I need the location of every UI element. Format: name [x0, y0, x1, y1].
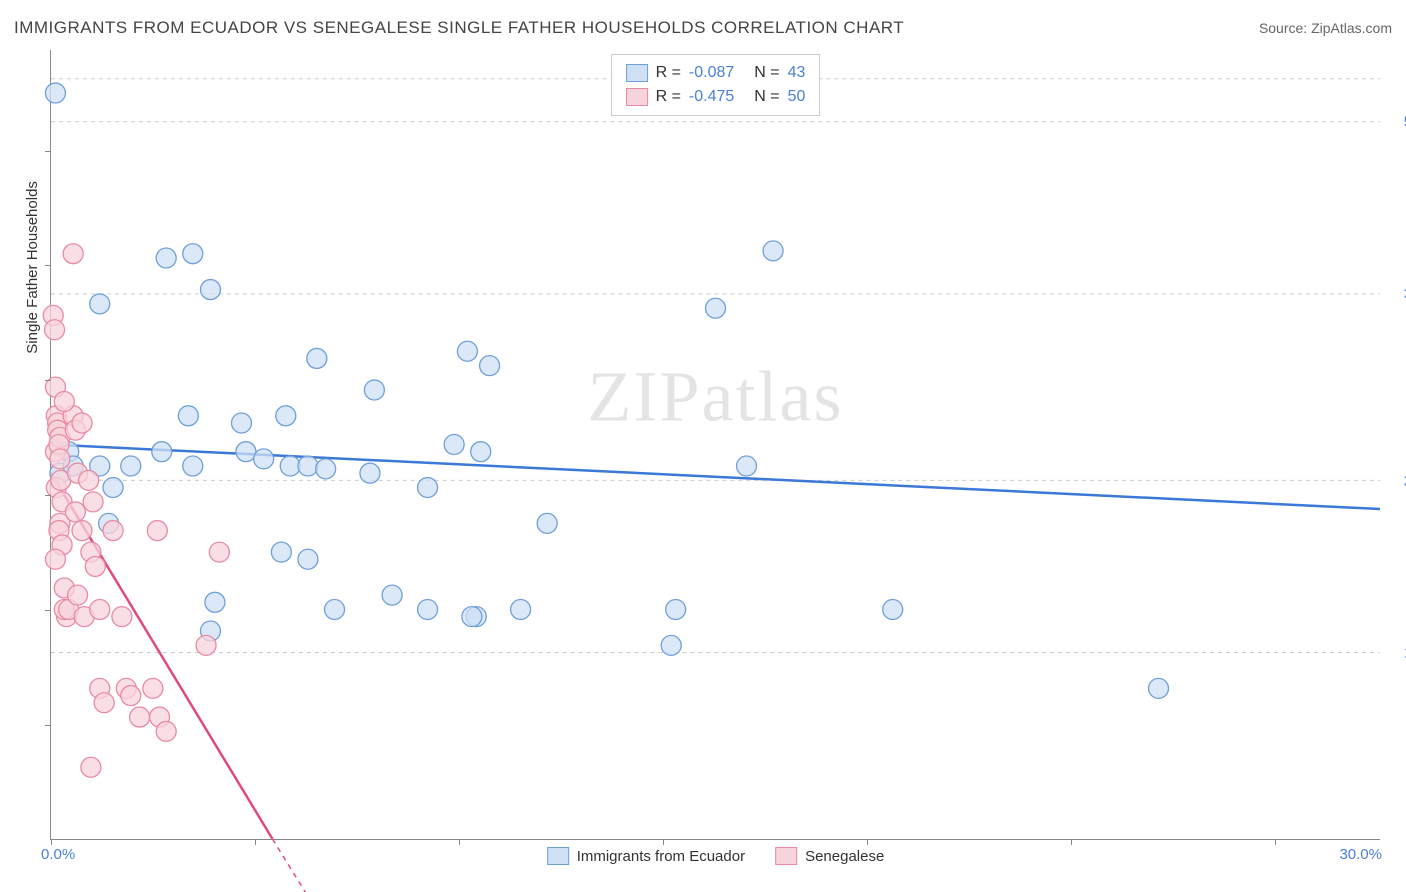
- chart-svg: [51, 50, 1380, 839]
- data-point: [103, 478, 123, 498]
- x-axis-min: 0.0%: [41, 846, 75, 863]
- data-point: [706, 298, 726, 318]
- data-point: [103, 521, 123, 541]
- data-point: [254, 449, 274, 469]
- data-point: [271, 542, 291, 562]
- r-value-ecuador: -0.087: [689, 61, 734, 85]
- data-point: [236, 442, 256, 462]
- chart-title: IMMIGRANTS FROM ECUADOR VS SENEGALESE SI…: [14, 18, 904, 38]
- data-point: [209, 542, 229, 562]
- data-point: [537, 513, 557, 533]
- data-point: [79, 470, 99, 490]
- data-point: [325, 599, 345, 619]
- n-value-senegalese: 50: [788, 85, 806, 109]
- data-point: [178, 406, 198, 426]
- data-point: [121, 686, 141, 706]
- data-point: [81, 757, 101, 777]
- data-point: [471, 442, 491, 462]
- data-point: [45, 83, 65, 103]
- data-point: [418, 478, 438, 498]
- source-label: Source: ZipAtlas.com: [1259, 20, 1392, 36]
- data-point: [883, 599, 903, 619]
- y-tick-label: 1.3%: [1388, 645, 1406, 662]
- data-point: [183, 244, 203, 264]
- n-value-ecuador: 43: [788, 61, 806, 85]
- data-point: [444, 435, 464, 455]
- data-point: [763, 241, 783, 261]
- data-point: [83, 492, 103, 512]
- y-tick-label: 2.5%: [1388, 472, 1406, 489]
- data-point: [54, 391, 74, 411]
- data-point: [50, 449, 70, 469]
- data-point: [360, 463, 380, 483]
- data-point: [152, 442, 172, 462]
- data-point: [457, 341, 477, 361]
- data-point: [480, 356, 500, 376]
- data-point: [85, 556, 105, 576]
- data-point: [200, 280, 220, 300]
- legend-item-senegalese: Senegalese: [775, 847, 884, 865]
- data-point: [112, 607, 132, 627]
- data-point: [121, 456, 141, 476]
- data-point: [156, 721, 176, 741]
- data-point: [196, 635, 216, 655]
- data-point: [276, 406, 296, 426]
- data-point: [231, 413, 251, 433]
- swatch-ecuador-icon: [547, 847, 569, 865]
- data-point: [147, 521, 167, 541]
- plot-area: ZIPatlas R = -0.087 N = 43 R = -0.475 N …: [50, 50, 1380, 840]
- data-point: [307, 348, 327, 368]
- x-axis-max: 30.0%: [1339, 846, 1382, 863]
- legend-item-ecuador: Immigrants from Ecuador: [547, 847, 745, 865]
- data-point: [130, 707, 150, 727]
- data-point: [737, 456, 757, 476]
- y-tick-label: 3.8%: [1388, 286, 1406, 303]
- legend-row-senegalese: R = -0.475 N = 50: [626, 85, 806, 109]
- data-point: [280, 456, 300, 476]
- data-point: [666, 599, 686, 619]
- data-point: [90, 294, 110, 314]
- series-legend: Immigrants from Ecuador Senegalese: [547, 847, 885, 865]
- data-point: [298, 549, 318, 569]
- data-point: [63, 244, 83, 264]
- data-point: [183, 456, 203, 476]
- data-point: [45, 320, 65, 340]
- y-tick-label: 5.0%: [1388, 113, 1406, 130]
- r-value-senegalese: -0.475: [689, 85, 734, 109]
- data-point: [72, 413, 92, 433]
- legend-label-ecuador: Immigrants from Ecuador: [577, 848, 745, 865]
- data-point: [1149, 678, 1169, 698]
- swatch-ecuador: [626, 64, 648, 82]
- data-point: [143, 678, 163, 698]
- data-point: [316, 459, 336, 479]
- data-point: [418, 599, 438, 619]
- data-point: [364, 380, 384, 400]
- data-point: [511, 599, 531, 619]
- data-point: [462, 607, 482, 627]
- data-point: [68, 585, 88, 605]
- correlation-legend: R = -0.087 N = 43 R = -0.475 N = 50: [611, 54, 821, 116]
- data-point: [661, 635, 681, 655]
- data-point: [45, 549, 65, 569]
- y-axis-label: Single Father Households: [24, 181, 41, 354]
- data-point: [72, 521, 92, 541]
- data-point: [298, 456, 318, 476]
- swatch-senegalese: [626, 88, 648, 106]
- data-point: [205, 592, 225, 612]
- data-point: [65, 502, 85, 522]
- swatch-senegalese-icon: [775, 847, 797, 865]
- data-point: [156, 248, 176, 268]
- data-point: [94, 693, 114, 713]
- legend-row-ecuador: R = -0.087 N = 43: [626, 61, 806, 85]
- legend-label-senegalese: Senegalese: [805, 848, 884, 865]
- data-point: [90, 599, 110, 619]
- data-point: [382, 585, 402, 605]
